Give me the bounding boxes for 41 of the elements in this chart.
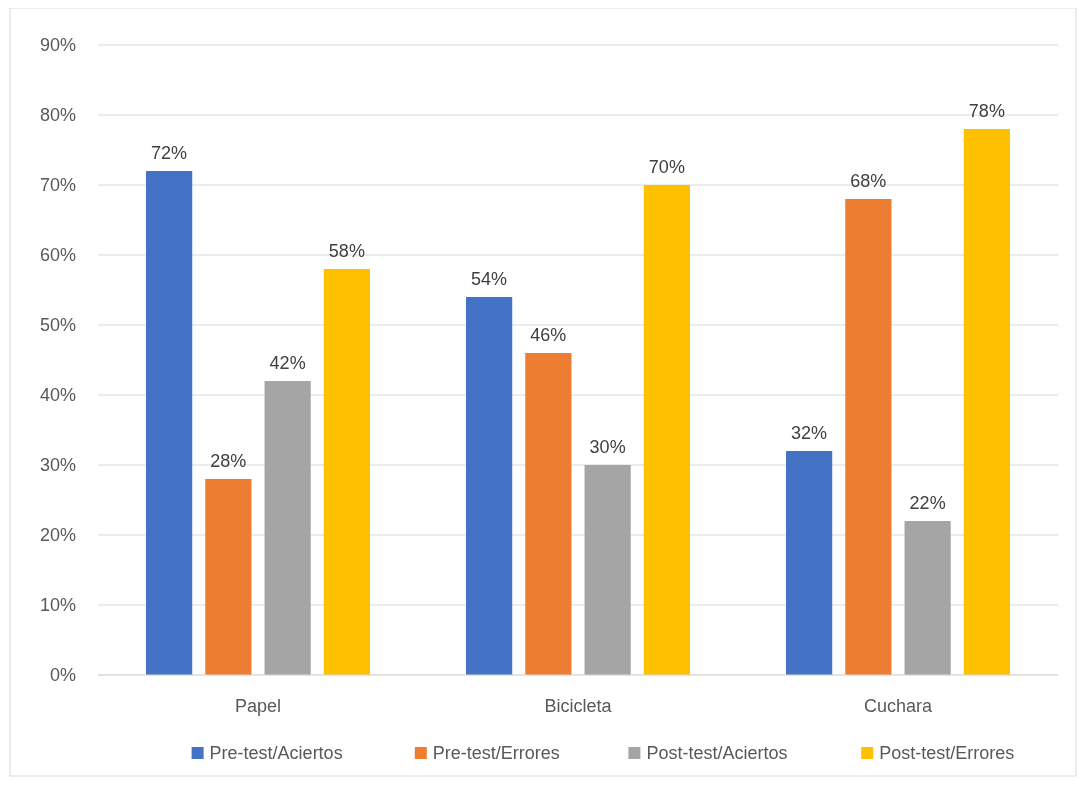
- bar: [146, 171, 193, 675]
- data-label: 58%: [328, 241, 365, 261]
- y-tick-label: 90%: [39, 35, 76, 56]
- legend-label: Pre-test/Errores: [432, 743, 560, 763]
- data-label: 42%: [269, 353, 306, 373]
- y-tick-label: 70%: [39, 175, 76, 196]
- y-tick-label: 10%: [39, 595, 76, 616]
- x-tick-label: Papel: [234, 696, 282, 716]
- data-label: 78%: [968, 101, 1005, 121]
- bar: [466, 297, 513, 675]
- data-label: 70%: [648, 157, 685, 177]
- data-label: 32%: [791, 423, 828, 443]
- y-tick-label: 0%: [49, 665, 76, 686]
- legend-label: Post-test/Errores: [879, 743, 1015, 763]
- legend-label: Pre-test/Aciertos: [209, 743, 343, 763]
- y-tick-label: 80%: [39, 105, 76, 126]
- data-label: 54%: [471, 269, 508, 289]
- bar: [845, 199, 892, 675]
- bar: [584, 465, 631, 675]
- bar: [786, 451, 833, 675]
- y-tick-label: 40%: [39, 385, 76, 406]
- y-tick-label: 50%: [39, 315, 76, 336]
- data-label: 68%: [850, 171, 887, 191]
- data-label: 30%: [589, 437, 626, 457]
- x-tick-label: Bicicleta: [544, 696, 613, 716]
- x-tick-label: Cuchara: [863, 696, 933, 716]
- bar: [264, 381, 311, 675]
- bar: [323, 269, 370, 675]
- bar: [525, 353, 572, 675]
- data-label: 28%: [210, 451, 247, 471]
- bar: [643, 185, 690, 675]
- y-tick-label: 60%: [39, 245, 76, 266]
- y-tick-label: 30%: [39, 455, 76, 476]
- bar: [963, 129, 1010, 675]
- data-label: 72%: [151, 143, 188, 163]
- legend-label: Post-test/Aciertos: [646, 743, 788, 763]
- bar: [205, 479, 252, 675]
- data-label: 46%: [530, 325, 567, 345]
- data-label: 22%: [909, 493, 946, 513]
- bar: [904, 521, 951, 675]
- y-tick-label: 20%: [39, 525, 76, 546]
